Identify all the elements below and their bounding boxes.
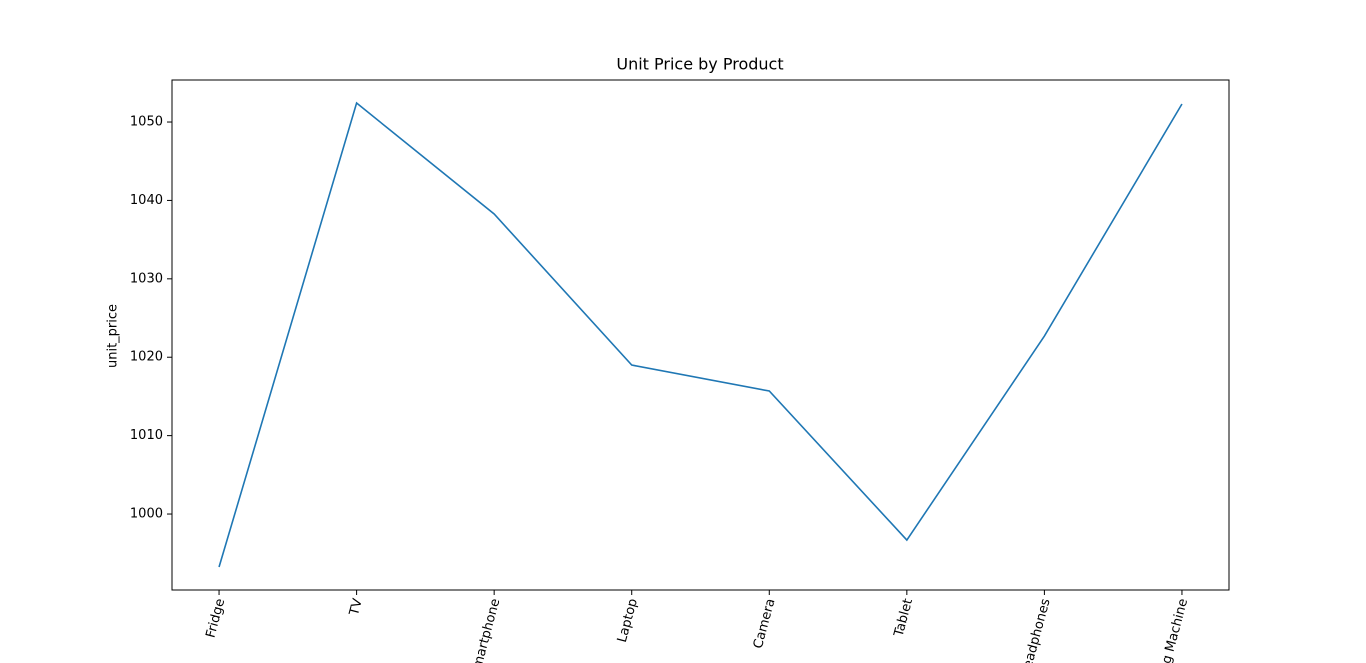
x-tick-label: Headphones: [1018, 597, 1054, 663]
x-tick-label: TV: [347, 597, 366, 618]
chart-title: Unit Price by Product: [616, 55, 783, 74]
x-tick-label: Laptop: [615, 597, 641, 644]
y-axis-label: unit_price: [106, 304, 121, 368]
x-tick-label: Tablet: [891, 597, 916, 639]
x-tick-label: Camera: [751, 597, 779, 650]
line: [218, 101, 1183, 568]
x-tick-label: Smartphone: [468, 597, 503, 663]
x-tick-label: Washing Machine: [1147, 597, 1191, 663]
y-tick-label: 1040: [130, 193, 163, 208]
y-tick-label: 1020: [130, 350, 163, 365]
y-tick-label: 1030: [130, 271, 163, 286]
x-tick-label: Fridge: [203, 597, 228, 640]
y-tick-label: 1000: [130, 507, 163, 522]
plot-frame: [171, 79, 1230, 591]
y-tick-label: 1050: [130, 115, 163, 130]
y-tick-label: 1010: [130, 428, 163, 443]
